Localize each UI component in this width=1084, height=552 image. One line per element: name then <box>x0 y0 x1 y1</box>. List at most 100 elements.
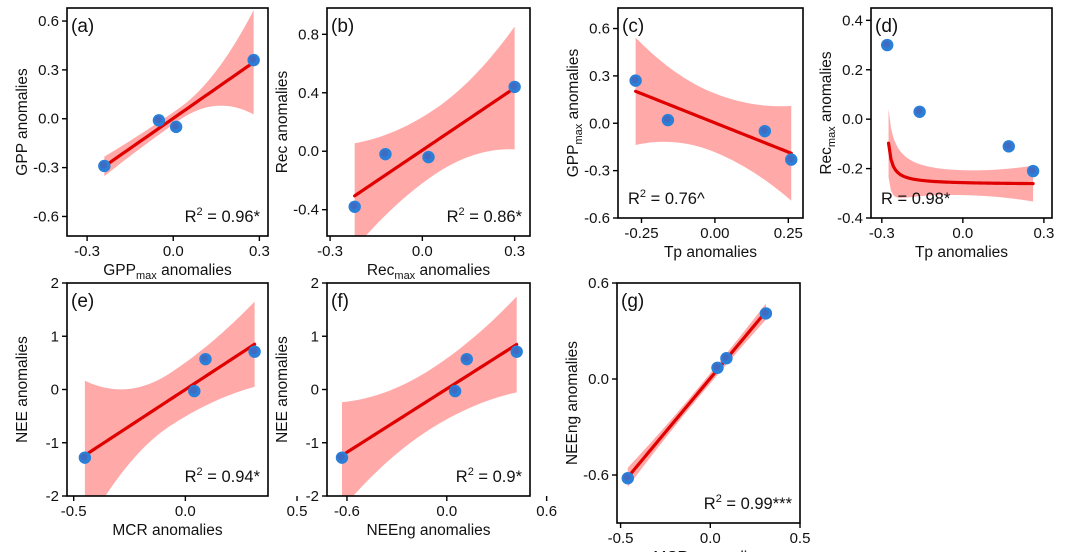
x-axis-label: MCR anomalies <box>112 522 223 539</box>
x-axis-label-sub: max <box>394 270 415 282</box>
y-tick-label: 0.0 <box>298 143 319 160</box>
panel-letter: (g) <box>621 291 644 312</box>
plot-area <box>335 296 523 496</box>
x-tick-label: 0.5 <box>287 503 308 520</box>
y-axis-label-main: GPP <box>565 145 582 178</box>
data-point-core <box>760 126 768 134</box>
y-tick-label: 0.8 <box>298 26 319 43</box>
x-tick-label: -0.3 <box>317 243 343 260</box>
x-axis-label: GPPmax anomalies <box>103 262 232 282</box>
x-axis-label-main: NEEng anomalies <box>366 522 490 539</box>
panel-letter: (a) <box>71 16 94 37</box>
y-axis-label: NEE anomalies <box>14 336 31 443</box>
data-point-core <box>663 115 671 123</box>
panel-e: -0.5 0.0 0.5 -2 -1 0 1 2 MCR anomalies NEE anomal… <box>14 275 307 539</box>
x-tick-label: 0.3 <box>249 243 270 260</box>
data-point-core <box>1004 142 1012 149</box>
stat-prefix: R <box>628 190 640 208</box>
data-point-core <box>623 474 631 481</box>
data-point-core <box>787 155 794 163</box>
y-axis-label-tail: anomalies <box>818 51 835 126</box>
x-tick-label: 0.0 <box>700 530 721 547</box>
data-point-core <box>154 116 162 123</box>
y-tick-label: -2 <box>306 488 319 505</box>
axes-frame <box>870 7 1053 219</box>
x-tick-label: -0.3 <box>74 243 100 260</box>
stat-prefix: R <box>881 190 893 208</box>
x-axis-label-tail: anomalies <box>157 262 232 279</box>
y-tick-label: -0.4 <box>837 210 863 227</box>
data-point-core <box>1028 166 1036 174</box>
fit-line <box>83 342 257 457</box>
y-tick-label: 0.4 <box>298 85 319 102</box>
stat-value: = 0.94* <box>203 468 261 486</box>
y-tick-label: 0.6 <box>589 21 610 38</box>
plot-area <box>621 303 773 487</box>
x-axis-label-tail: anomalies <box>415 262 490 279</box>
y-tick-label: 0.2 <box>842 62 863 79</box>
x-axis-label-main: Rec <box>367 262 395 279</box>
stat-value: = 0.9* <box>474 468 523 486</box>
data-point-core <box>510 82 518 90</box>
x-tick-label: -0.3 <box>869 225 895 242</box>
x-tick-label: 0.6 <box>536 503 557 520</box>
x-axis-label-main: MCR anomalies <box>112 522 223 539</box>
stat-value: = 0.86* <box>465 208 523 226</box>
fit-line <box>102 60 256 168</box>
y-tick-label: -0.3 <box>584 163 610 180</box>
axes-frame <box>617 7 804 219</box>
x-tick-label: 0.3 <box>504 243 525 260</box>
y-tick-label: 1 <box>311 328 319 345</box>
confidence-band <box>354 26 515 236</box>
axes-frame <box>326 7 531 237</box>
y-tick-label: 0.0 <box>588 371 609 388</box>
stat-annotation: R2 = 0.96* <box>185 206 261 226</box>
y-axis-label: NEEng anomalies <box>564 341 581 465</box>
data-point-core <box>350 202 358 210</box>
stat-value: = 0.76^ <box>646 190 705 208</box>
stat-sup: 2 <box>716 493 722 505</box>
data-point-core <box>171 122 179 130</box>
y-axis-label: Recmax anomalies <box>818 51 838 175</box>
x-axis-label: Tp anomalies <box>915 244 1008 261</box>
y-tick-label: 1 <box>51 328 59 345</box>
stat-sup: 2 <box>197 466 203 478</box>
y-axis-label-main: NEEng anomalies <box>564 341 581 465</box>
axes-frame <box>616 282 801 524</box>
stat-annotation: R = 0.98* <box>881 190 951 208</box>
y-tick-label: 0 <box>311 382 319 399</box>
stat-prefix: R <box>185 468 197 486</box>
plot-area <box>629 37 798 201</box>
y-tick-label: 0.4 <box>842 12 863 29</box>
stat-prefix: R <box>447 208 459 226</box>
y-axis-label: GPPmax anomalies <box>565 49 585 178</box>
y-axis-label-sub: max <box>573 123 585 144</box>
y-tick-label: 0 <box>51 382 59 399</box>
y-tick-label: 2 <box>311 275 319 292</box>
y-axis-label: NEE anomalies <box>274 336 291 443</box>
x-tick-label: 0.3 <box>1033 225 1054 242</box>
y-axis-label-sub: max <box>826 126 838 147</box>
y-tick-label: 0.0 <box>842 111 863 128</box>
confidence-band <box>341 296 517 496</box>
x-axis-label: NEEng anomalies <box>366 522 490 539</box>
stat-annotation: R2 = 0.86* <box>447 206 523 226</box>
confidence-band <box>635 37 792 201</box>
stat-sup: 2 <box>459 206 465 218</box>
y-tick-label: -0.3 <box>33 160 59 177</box>
stat-value: = 0.98* <box>893 190 951 208</box>
data-point-core <box>201 354 209 362</box>
x-axis-label-sub: max <box>136 270 157 282</box>
stat-sup: 2 <box>640 188 646 200</box>
x-axis-label: Recmax anomalies <box>367 262 491 282</box>
fit-line <box>886 141 1035 186</box>
y-axis-label-main: NEE anomalies <box>14 336 31 443</box>
data-point-core <box>190 386 197 394</box>
fit-line <box>626 310 768 479</box>
data-point-core <box>250 347 258 355</box>
x-tick-label: 0.5 <box>790 530 811 547</box>
x-axis-label: MCR anomalies <box>653 549 764 552</box>
plot-area <box>98 10 260 177</box>
